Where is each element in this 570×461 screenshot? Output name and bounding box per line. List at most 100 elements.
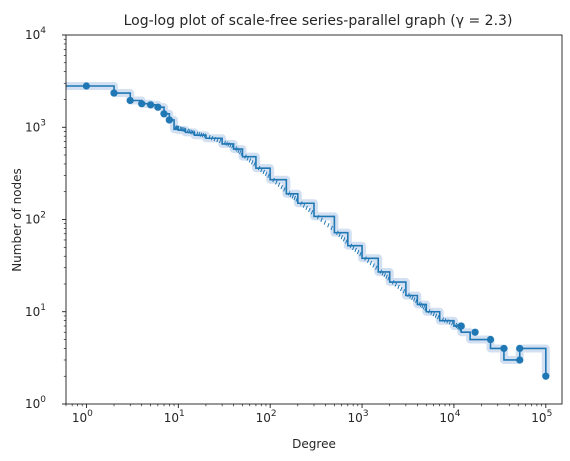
step-tick (234, 146, 238, 151)
step-tick (181, 127, 184, 132)
data-point (154, 103, 162, 111)
y-ticks: 100 101 102 103 104 (25, 26, 66, 411)
step-tick (409, 294, 412, 299)
step-tick (227, 142, 230, 147)
step-tick (352, 245, 355, 251)
step-tick (197, 132, 201, 137)
data-point (110, 89, 118, 97)
step-tick (188, 129, 191, 134)
step-tick (175, 125, 179, 130)
data-point (457, 322, 465, 330)
step-tick (402, 289, 406, 294)
step-tick (192, 130, 195, 135)
step-tick (436, 315, 440, 320)
step-tick (267, 173, 270, 178)
data-point (165, 116, 173, 124)
step-tick (248, 158, 252, 163)
step-tick (451, 320, 454, 326)
step-tick (295, 197, 298, 202)
step-tick (244, 154, 247, 159)
step-tick (338, 232, 341, 238)
step-tick (385, 274, 388, 279)
step-tick (237, 148, 241, 154)
step-tick (275, 180, 278, 185)
step-tick (349, 243, 353, 248)
step-tick (383, 272, 386, 278)
step-tick (272, 177, 275, 183)
step-tick (323, 220, 327, 225)
step-tick (277, 182, 281, 187)
step-tick (366, 258, 370, 264)
step-tick (428, 309, 431, 314)
step-tick (210, 135, 214, 141)
step-tick (253, 162, 256, 167)
y-axis-label: Number of nodes (10, 168, 24, 272)
x-axis-label: Degree (292, 437, 336, 451)
step-tick (336, 230, 339, 236)
y-tick-label: 104 (25, 26, 46, 42)
data-point (138, 100, 146, 108)
x-tick-label: 105 (531, 409, 552, 425)
step-tick (223, 140, 226, 145)
step-tick (231, 144, 234, 149)
step-tick (454, 322, 458, 328)
marker-layer (82, 82, 550, 380)
step-tick (175, 125, 178, 130)
step-tick (213, 136, 216, 142)
step-tick (201, 133, 205, 138)
step-tick (432, 312, 435, 317)
step-tick (345, 239, 348, 244)
step-tick (364, 256, 367, 261)
data-point (126, 96, 134, 105)
step-tick (369, 260, 373, 266)
data-point (471, 328, 479, 336)
step-tick (342, 237, 346, 242)
step-tick (320, 217, 323, 223)
step-tick (397, 284, 400, 289)
step-tick (250, 160, 254, 165)
x-tick-label: 102 (256, 409, 277, 425)
step-tick (354, 247, 357, 253)
step-tick (310, 210, 314, 215)
step-tick (381, 271, 385, 276)
step-tick (262, 169, 266, 175)
step-tick (174, 125, 177, 130)
step-tick (330, 225, 333, 231)
step-tick (422, 305, 426, 310)
step-tick (195, 131, 199, 136)
step-tick (191, 130, 194, 135)
step-tick (424, 306, 427, 311)
step-tick (287, 191, 291, 196)
step-tick (176, 125, 179, 131)
step-tick (305, 205, 308, 211)
step-tick (182, 127, 186, 132)
step-tick (208, 135, 211, 140)
step-tick (400, 286, 403, 292)
step-tick (236, 147, 239, 152)
step-tick (240, 151, 243, 156)
step-tick (280, 184, 283, 190)
chart-title: Log-log plot of scale-free series-parall… (124, 13, 513, 29)
data-point (147, 101, 155, 109)
step-tick (225, 141, 228, 146)
step-tick (448, 320, 452, 325)
y-tick-label: 100 (25, 395, 46, 411)
step-tick (327, 223, 330, 228)
x-ticks: 100 101 102 103 104 105 (65, 404, 552, 425)
step-tick (300, 201, 303, 206)
step-tick (443, 318, 447, 323)
step-tick (177, 125, 180, 131)
data-point (500, 344, 508, 353)
step-tick (260, 167, 263, 173)
step-tick (446, 319, 449, 324)
step-tick (340, 235, 344, 240)
step-tick (414, 298, 418, 304)
step-tick (218, 138, 222, 144)
step-tick (186, 128, 189, 134)
y-tick-label: 102 (25, 211, 46, 227)
step-tick (302, 203, 306, 208)
step-tick (179, 126, 182, 131)
data-point (82, 82, 90, 90)
step-tick (387, 276, 390, 281)
